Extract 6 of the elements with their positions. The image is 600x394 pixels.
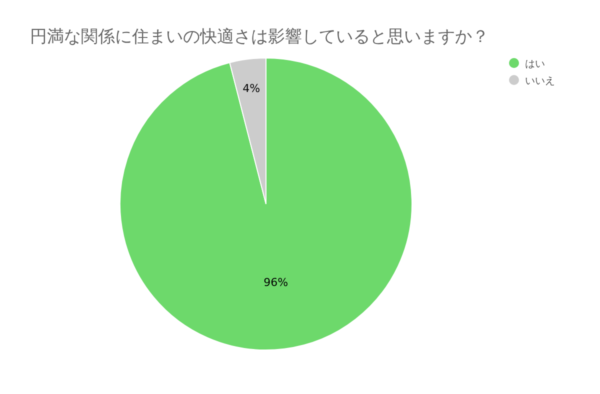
chart-title: 円満な関係に住まいの快適さは影響していると思いますか？: [30, 27, 489, 47]
data-label: 4%: [242, 82, 260, 96]
pie-slice: [120, 58, 412, 350]
data-label: 96%: [264, 276, 288, 290]
legend-label: いいえ: [525, 76, 555, 87]
legend-label: はい: [525, 59, 545, 70]
